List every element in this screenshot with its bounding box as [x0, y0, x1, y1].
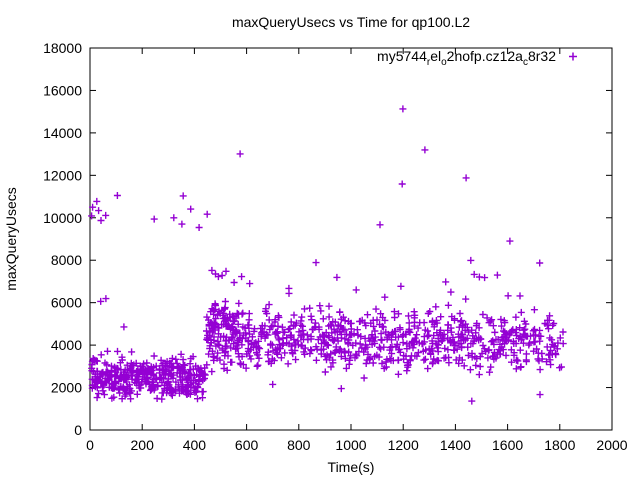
x-tick-label: 1400: [440, 437, 471, 453]
x-axis-label: Time(s): [328, 459, 375, 475]
chart-title: maxQueryUsecs vs Time for qp100.L2: [232, 14, 470, 30]
y-tick-label: 16000: [43, 82, 82, 98]
y-axis-label: maxQueryUsecs: [3, 187, 19, 290]
y-tick-label: 18000: [43, 40, 82, 56]
x-tick-label: 200: [131, 437, 155, 453]
x-tick-label: 1200: [388, 437, 419, 453]
x-tick-label: 1000: [335, 437, 366, 453]
data-points: [88, 105, 567, 405]
y-tick-label: 12000: [43, 167, 82, 183]
y-tick-label: 0: [74, 422, 82, 438]
y-tick-label: 8000: [51, 252, 82, 268]
y-tick-label: 4000: [51, 337, 82, 353]
x-tick-label: 1800: [544, 437, 575, 453]
y-tick-label: 6000: [51, 295, 82, 311]
x-tick-label: 1600: [492, 437, 523, 453]
y-tick-label: 10000: [43, 210, 82, 226]
x-tick-label: 2000: [596, 437, 627, 453]
y-tick-label: 2000: [51, 380, 82, 396]
plot-area: 0 200 400 600 800 1000 1200 1400 1600 1800 2000 0 20…: [43, 40, 628, 453]
legend-marker-icon: [569, 52, 577, 61]
x-tick-label: 0: [86, 437, 94, 453]
x-tick-label: 400: [183, 437, 207, 453]
x-tick-label: 800: [287, 437, 311, 453]
legend-label: my5744relo2nofp.cz12ac8r32: [377, 48, 556, 68]
y-tick-label: 14000: [43, 125, 82, 141]
x-tick-label: 600: [235, 437, 259, 453]
